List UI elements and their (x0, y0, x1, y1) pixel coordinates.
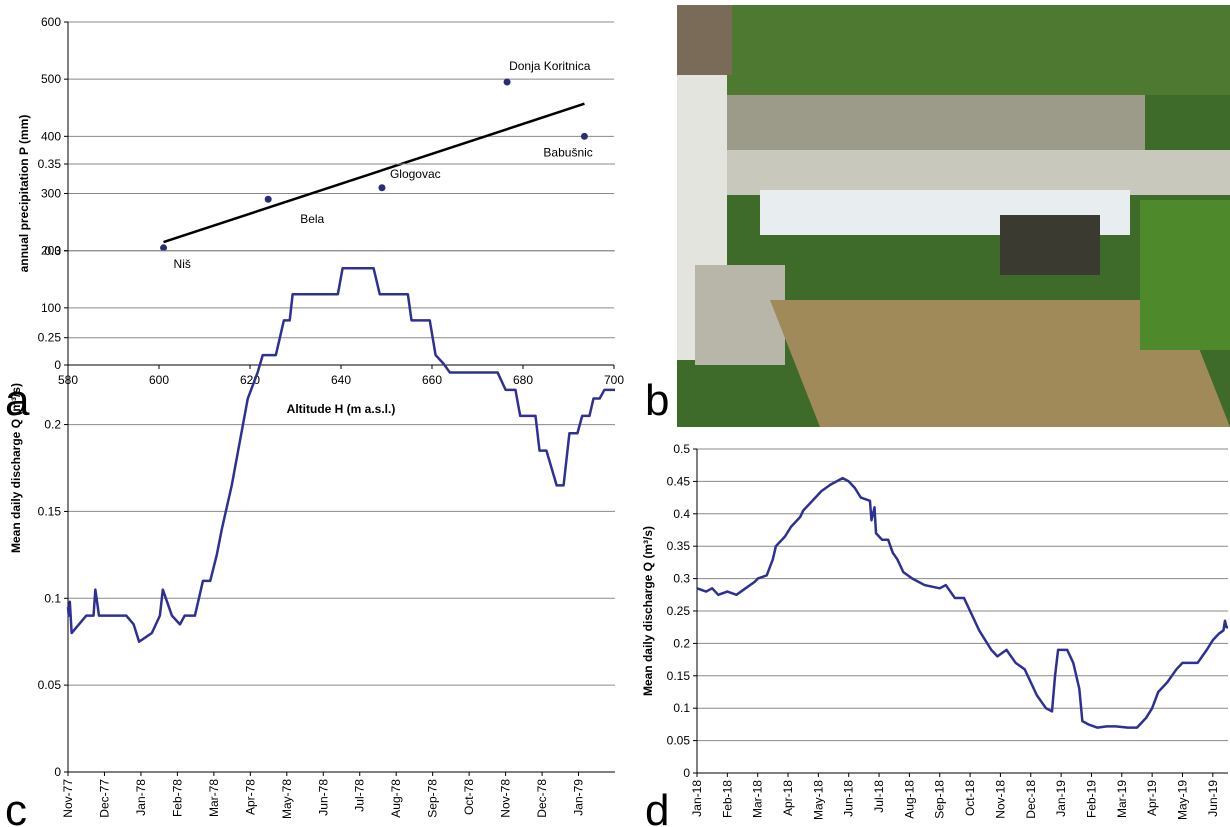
point-label: Glogovac (390, 167, 441, 181)
panel-label: a (5, 376, 30, 425)
x-tick-label: Jun-78 (316, 779, 330, 816)
x-tick-label: Nov-77 (61, 779, 75, 818)
photo-trees (720, 5, 1230, 95)
x-tick-label: May-18 (811, 780, 825, 820)
x-tick-label: 640 (331, 373, 351, 387)
y-tick-label: 0.45 (667, 474, 691, 488)
y-tick-label: 0.5 (673, 442, 690, 456)
panel-label: d (645, 786, 669, 827)
x-tick-label: Nov-78 (499, 779, 513, 818)
photo-rocks (1000, 215, 1100, 275)
y-tick-label: 0.25 (667, 604, 691, 618)
point-label: Bela (300, 212, 324, 226)
x-tick-label: Dec-78 (535, 779, 549, 818)
photo-stone-wall (705, 95, 1145, 150)
point (264, 195, 272, 203)
point (503, 78, 511, 86)
x-tick-label: Feb-78 (170, 779, 184, 817)
x-tick-label: Oct-18 (963, 780, 977, 816)
x-tick-label: Mar-18 (751, 780, 765, 818)
x-tick-label: Sep-18 (933, 780, 947, 819)
photo (677, 5, 1230, 427)
photo-stream (770, 300, 1230, 427)
x-axis-title: Altitude H (m a.s.l.) (287, 402, 396, 416)
point (580, 132, 588, 140)
y-tick-label: 0.35 (38, 157, 62, 171)
x-tick-label: 700 (604, 373, 624, 387)
photo-roof (677, 5, 732, 75)
x-tick-label: 660 (422, 373, 442, 387)
x-tick-label: Jan-79 (572, 779, 586, 816)
y-tick-label: 0.3 (673, 572, 690, 586)
y-tick-label: 0.05 (667, 734, 691, 748)
x-tick-label: Jul-18 (872, 780, 886, 813)
data-line (66, 266, 615, 643)
x-tick-label: Jan-78 (134, 779, 148, 816)
x-tick-label: Jun-18 (842, 780, 856, 817)
y-axis-title: annual precipitation P (mm) (17, 115, 31, 273)
point (160, 244, 168, 252)
point-label: Donja Koritnica (509, 59, 591, 73)
y-tick-label: 0.2 (673, 636, 690, 650)
y-tick-label: 0 (683, 766, 690, 780)
y-tick-label: 200 (41, 244, 61, 258)
photo-steps (695, 265, 785, 365)
x-tick-label: Jul-78 (353, 779, 367, 812)
x-tick-label: Aug-78 (389, 779, 403, 818)
x-tick-label: Nov-18 (993, 780, 1007, 819)
y-tick-label: 500 (41, 72, 61, 86)
x-tick-label: Apr-18 (781, 780, 795, 816)
x-tick-label: 680 (513, 373, 533, 387)
y-tick-label: 0.4 (673, 507, 690, 521)
y-tick-label: 0.3 (44, 244, 61, 258)
y-tick-label: 100 (41, 301, 61, 315)
y-tick-label: 0.1 (673, 701, 690, 715)
y-tick-label: 0.35 (667, 539, 691, 553)
x-tick-label: May-78 (280, 779, 294, 819)
x-tick-label: Feb-19 (1084, 780, 1098, 818)
y-tick-label: 300 (41, 187, 61, 201)
x-tick-label: 600 (149, 373, 169, 387)
x-tick-label: Apr-78 (243, 779, 257, 815)
y-tick-label: 0.05 (38, 678, 62, 692)
x-tick-label: Sep-78 (426, 779, 440, 818)
panel-label: b (645, 376, 669, 425)
x-tick-label: Jan-18 (690, 780, 704, 817)
x-tick-label: Feb-18 (720, 780, 734, 818)
y-tick-label: 600 (41, 15, 61, 29)
x-tick-label: Apr-19 (1145, 780, 1159, 816)
x-tick-label: Dec-77 (97, 779, 111, 818)
photo-dam (705, 150, 1230, 195)
y-tick-label: 0 (54, 358, 61, 372)
x-tick-label: Oct-78 (462, 779, 476, 815)
x-tick-label: Mar-19 (1115, 780, 1129, 818)
y-tick-label: 0.15 (38, 504, 62, 518)
x-tick-label: Aug-18 (902, 780, 916, 819)
photo-bank (1140, 200, 1230, 350)
y-tick-label: 0 (54, 765, 61, 779)
x-tick-label: Mar-78 (207, 779, 221, 817)
y-tick-label: 0.25 (38, 331, 62, 345)
x-tick-label: Dec-18 (1024, 780, 1038, 819)
y-axis-title: Mean daily discharge Q (m³/s) (9, 383, 23, 553)
trend-line (163, 102, 585, 244)
panel-label: c (5, 786, 27, 827)
point-label: Niš (174, 257, 191, 271)
y-tick-label: 0.1 (44, 591, 61, 605)
x-tick-label: Jun-19 (1206, 780, 1220, 817)
y-tick-label: 0.2 (44, 418, 61, 432)
x-tick-label: May-19 (1175, 780, 1189, 820)
y-axis-title: Mean daily discharge Q (m³/s) (641, 526, 655, 696)
y-tick-label: 400 (41, 129, 61, 143)
point (378, 184, 386, 192)
x-tick-label: Jan-19 (1054, 780, 1068, 817)
point-label: Babušnic (543, 145, 592, 159)
data-line (696, 476, 1228, 729)
y-tick-label: 0.15 (667, 669, 691, 683)
